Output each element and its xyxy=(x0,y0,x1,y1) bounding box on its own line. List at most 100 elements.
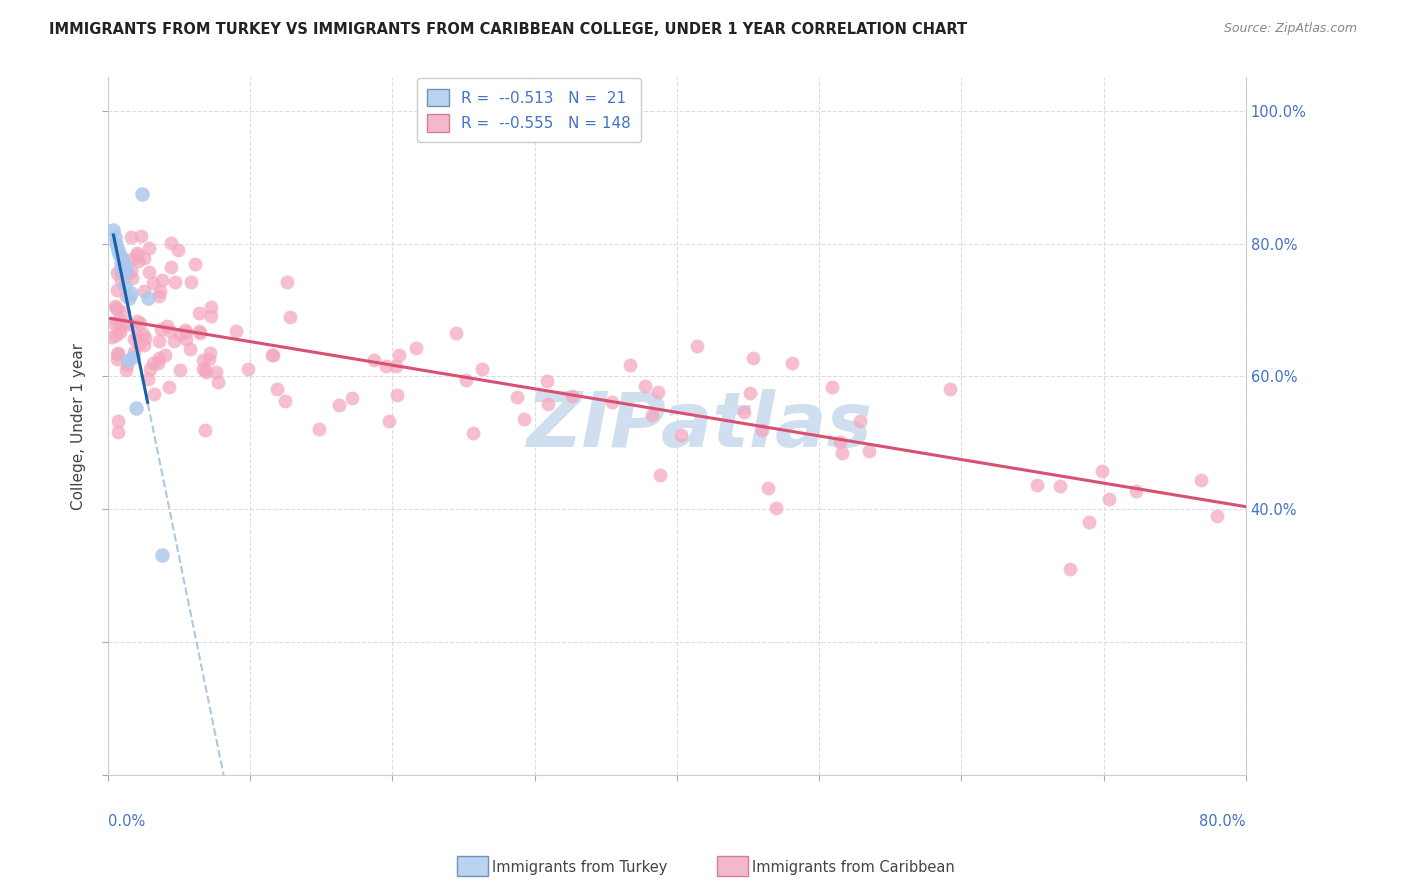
Point xyxy=(191,353,214,368)
Point xyxy=(129,228,152,243)
Point xyxy=(150,322,173,336)
Point xyxy=(342,392,364,406)
Point xyxy=(117,266,139,280)
Point xyxy=(163,334,186,348)
Point xyxy=(641,408,664,422)
Point xyxy=(1206,508,1229,523)
Point xyxy=(505,391,527,405)
Point xyxy=(471,361,494,376)
Point xyxy=(138,241,160,255)
Point xyxy=(108,322,131,336)
Point xyxy=(105,301,128,315)
Point xyxy=(121,318,143,333)
Point xyxy=(142,276,165,290)
Point xyxy=(115,289,138,303)
Point xyxy=(149,284,172,298)
Point xyxy=(128,337,150,351)
Point xyxy=(647,385,669,400)
Point xyxy=(132,338,155,352)
Point xyxy=(191,362,214,376)
Point xyxy=(136,372,159,386)
Point xyxy=(107,414,129,428)
Point xyxy=(1059,562,1081,576)
Point xyxy=(125,401,148,416)
Point xyxy=(858,444,880,458)
Point xyxy=(456,373,478,387)
Point xyxy=(115,363,138,377)
Point xyxy=(686,339,709,353)
Point xyxy=(405,341,427,355)
Point xyxy=(830,435,852,450)
Point xyxy=(765,500,787,515)
Point xyxy=(939,382,962,396)
Point xyxy=(619,358,641,372)
Point xyxy=(179,343,201,357)
Point xyxy=(142,356,165,370)
Point xyxy=(374,359,396,373)
Point xyxy=(200,310,222,324)
Y-axis label: College, Under 1 year: College, Under 1 year xyxy=(72,343,86,510)
Point xyxy=(159,235,181,250)
Point xyxy=(200,300,222,314)
Point xyxy=(153,348,176,362)
Point xyxy=(142,386,165,401)
Point xyxy=(169,326,191,341)
Point xyxy=(174,332,197,346)
Point xyxy=(127,328,149,343)
Point xyxy=(103,223,125,237)
Point xyxy=(669,427,692,442)
Point xyxy=(278,310,301,325)
Point xyxy=(444,326,467,340)
Point xyxy=(111,263,134,277)
Point xyxy=(125,246,148,260)
Point xyxy=(134,331,156,345)
Point xyxy=(634,378,657,392)
Point xyxy=(648,468,671,483)
Point xyxy=(169,363,191,377)
Point xyxy=(105,236,128,251)
Point xyxy=(100,330,122,344)
Point xyxy=(107,347,129,361)
Point xyxy=(107,244,129,258)
Text: Source: ZipAtlas.com: Source: ZipAtlas.com xyxy=(1223,22,1357,36)
Point xyxy=(1189,474,1212,488)
Text: Immigrants from Caribbean: Immigrants from Caribbean xyxy=(752,860,955,874)
Point xyxy=(107,425,129,440)
Point xyxy=(127,254,149,268)
Point xyxy=(561,389,583,403)
Point xyxy=(388,348,411,362)
Point xyxy=(150,548,173,562)
Point xyxy=(308,422,330,436)
Point xyxy=(104,230,127,244)
Point xyxy=(108,262,131,277)
Point xyxy=(756,481,779,495)
Point xyxy=(384,359,406,373)
Point xyxy=(741,351,763,365)
Point xyxy=(260,348,283,362)
Point xyxy=(132,284,155,298)
Point xyxy=(225,325,247,339)
Point xyxy=(159,260,181,274)
Point xyxy=(600,394,623,409)
Point xyxy=(200,345,222,359)
Point xyxy=(188,325,211,339)
Point xyxy=(174,325,197,339)
Point xyxy=(831,446,853,460)
Point xyxy=(195,365,218,379)
Point xyxy=(121,271,143,285)
Text: Immigrants from Turkey: Immigrants from Turkey xyxy=(492,860,668,874)
Point xyxy=(274,393,297,408)
Point xyxy=(105,315,128,329)
Point xyxy=(108,246,131,260)
Point xyxy=(122,350,145,364)
Point xyxy=(513,412,536,426)
Point xyxy=(122,333,145,347)
Point xyxy=(174,323,197,337)
Point xyxy=(110,250,132,264)
Point xyxy=(114,264,136,278)
Point xyxy=(120,285,142,300)
Text: ZIPatlas: ZIPatlas xyxy=(527,389,873,463)
Point xyxy=(108,311,131,326)
Point xyxy=(159,324,181,338)
Point xyxy=(111,258,134,272)
